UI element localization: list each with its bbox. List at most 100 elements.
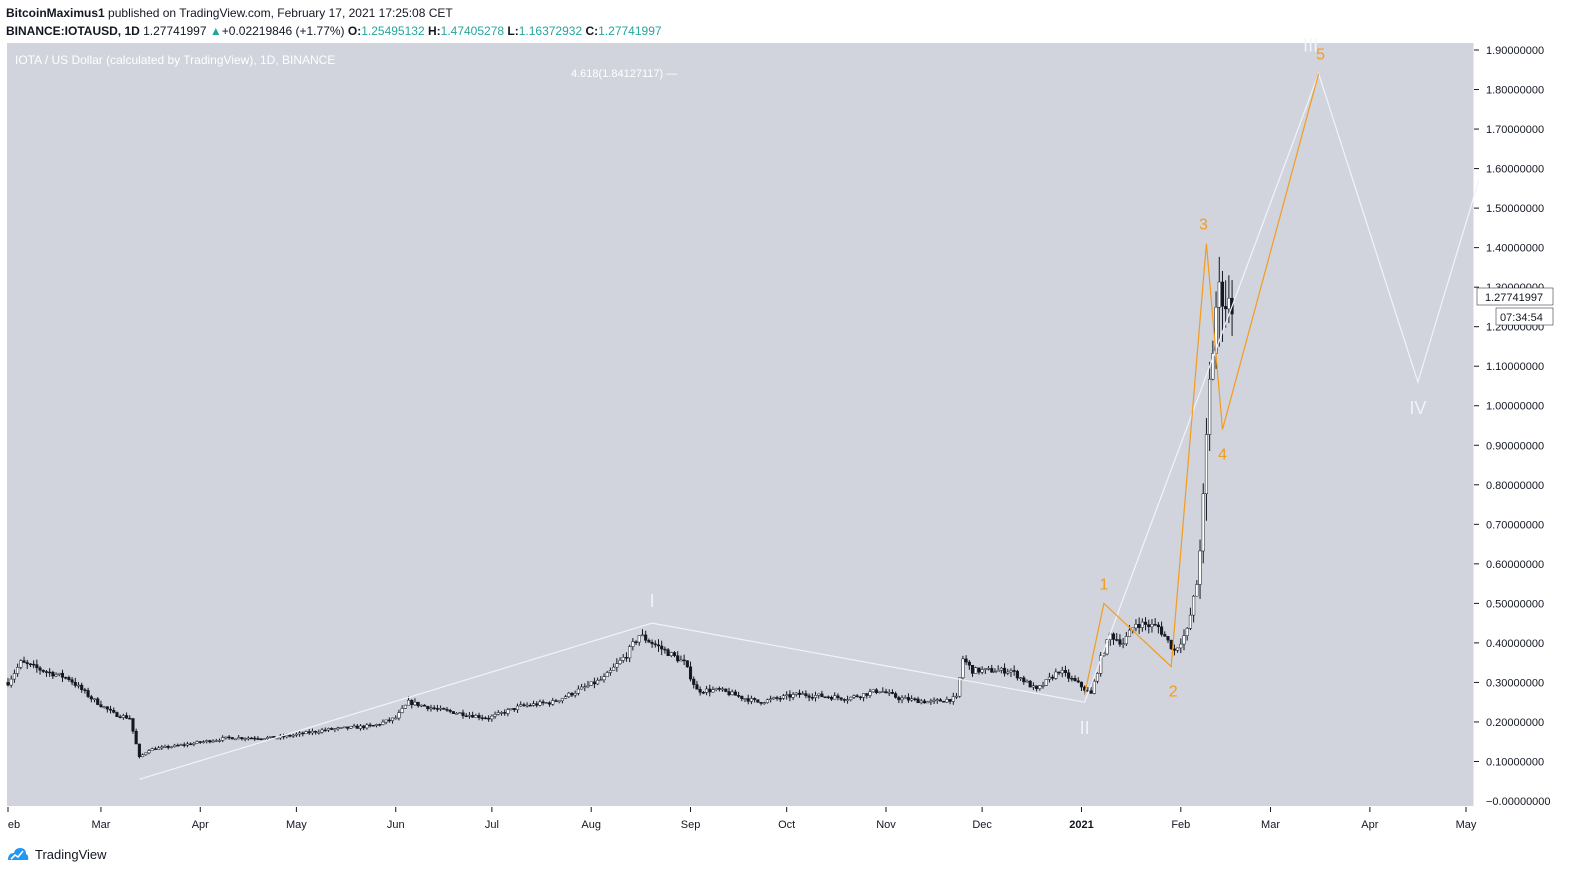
candle[interactable] — [512, 708, 516, 712]
candle[interactable] — [153, 746, 157, 750]
candle[interactable] — [51, 670, 55, 679]
candle[interactable] — [746, 694, 750, 705]
candle[interactable] — [394, 715, 398, 720]
candle[interactable] — [954, 693, 959, 699]
candle[interactable] — [89, 694, 93, 703]
candle[interactable] — [339, 726, 343, 729]
candle[interactable] — [685, 660, 689, 668]
candle[interactable] — [1118, 634, 1122, 647]
candle[interactable] — [307, 729, 311, 735]
candle[interactable] — [637, 635, 641, 646]
candle[interactable] — [131, 718, 135, 734]
candle[interactable] — [1063, 665, 1068, 677]
candle[interactable] — [346, 726, 350, 731]
candle[interactable] — [698, 686, 702, 696]
candle[interactable] — [797, 689, 802, 698]
candle[interactable] — [1025, 679, 1029, 683]
candle[interactable] — [910, 695, 914, 702]
candle[interactable] — [749, 695, 753, 705]
candle[interactable] — [874, 688, 878, 695]
candle[interactable] — [352, 723, 356, 728]
candle[interactable] — [1070, 675, 1074, 682]
candle[interactable] — [1195, 580, 1199, 597]
candle[interactable] — [676, 651, 680, 663]
candle[interactable] — [160, 745, 164, 750]
candle[interactable] — [458, 712, 462, 714]
candle[interactable] — [1067, 669, 1071, 683]
candle[interactable] — [650, 639, 654, 648]
candle[interactable] — [1019, 677, 1023, 681]
candle[interactable] — [823, 696, 827, 699]
candle[interactable] — [108, 705, 113, 714]
candle[interactable] — [474, 713, 478, 718]
candle[interactable] — [692, 676, 696, 689]
time-axis[interactable]: eb Mar Apr May Jun Jul Aug Sep Oct Nov Dec 2021 Feb M… — [7, 806, 1477, 831]
candle[interactable] — [413, 698, 417, 706]
candle[interactable] — [57, 672, 61, 677]
candle[interactable] — [28, 663, 32, 668]
candle[interactable] — [48, 668, 52, 677]
candle[interactable] — [711, 686, 715, 693]
candle[interactable] — [157, 745, 161, 750]
candle[interactable] — [378, 723, 382, 727]
candle[interactable] — [656, 639, 661, 652]
candle[interactable] — [288, 734, 292, 738]
candle[interactable] — [772, 696, 776, 700]
candle[interactable] — [596, 677, 600, 686]
candle[interactable] — [942, 700, 946, 703]
candle[interactable] — [624, 652, 628, 662]
candle[interactable] — [426, 705, 430, 712]
candle[interactable] — [182, 742, 186, 748]
candle[interactable] — [214, 738, 218, 743]
candle[interactable] — [897, 695, 901, 704]
candle[interactable] — [1192, 594, 1196, 623]
candle[interactable] — [618, 657, 622, 665]
candle[interactable] — [544, 702, 548, 704]
price-axis[interactable]: 0.10000000 0.20000000 0.30000000 0.40000000… — [1474, 45, 1551, 808]
candle[interactable] — [878, 691, 882, 694]
candle[interactable] — [929, 698, 933, 705]
candle[interactable] — [1134, 619, 1138, 632]
candle[interactable] — [176, 743, 180, 747]
candle[interactable] — [233, 738, 238, 741]
candle[interactable] — [1169, 639, 1173, 650]
candle[interactable] — [785, 691, 789, 700]
candle[interactable] — [208, 739, 212, 744]
candle[interactable] — [118, 714, 122, 719]
candle[interactable] — [903, 695, 907, 699]
candle[interactable] — [105, 706, 109, 713]
candle[interactable] — [1092, 679, 1096, 695]
candle[interactable] — [262, 738, 266, 740]
candle[interactable] — [1153, 618, 1157, 626]
candle[interactable] — [115, 711, 119, 717]
candle[interactable] — [951, 692, 955, 705]
candle[interactable] — [64, 676, 68, 680]
candle[interactable] — [201, 740, 206, 744]
candle[interactable] — [688, 661, 693, 682]
candle[interactable] — [6, 677, 10, 687]
candle[interactable] — [983, 668, 987, 674]
candle[interactable] — [54, 672, 58, 678]
candle[interactable] — [932, 697, 936, 704]
candle[interactable] — [868, 688, 872, 698]
candle[interactable] — [442, 707, 446, 710]
candle[interactable] — [275, 737, 279, 740]
candle[interactable] — [179, 743, 183, 746]
candle[interactable] — [205, 739, 209, 744]
candle[interactable] — [310, 728, 314, 736]
candle[interactable] — [112, 707, 116, 714]
candle[interactable] — [813, 691, 818, 702]
candle[interactable] — [403, 704, 407, 709]
candle[interactable] — [487, 715, 491, 722]
candle[interactable] — [1047, 672, 1051, 683]
candle[interactable] — [163, 744, 167, 748]
candle[interactable] — [368, 722, 372, 728]
candle[interactable] — [490, 714, 494, 722]
candle[interactable] — [16, 663, 20, 677]
candle[interactable] — [150, 747, 154, 751]
candle[interactable] — [890, 689, 894, 695]
candle[interactable] — [1163, 631, 1167, 637]
candle[interactable] — [1051, 674, 1055, 681]
candle[interactable] — [980, 666, 984, 675]
candle[interactable] — [801, 690, 805, 695]
